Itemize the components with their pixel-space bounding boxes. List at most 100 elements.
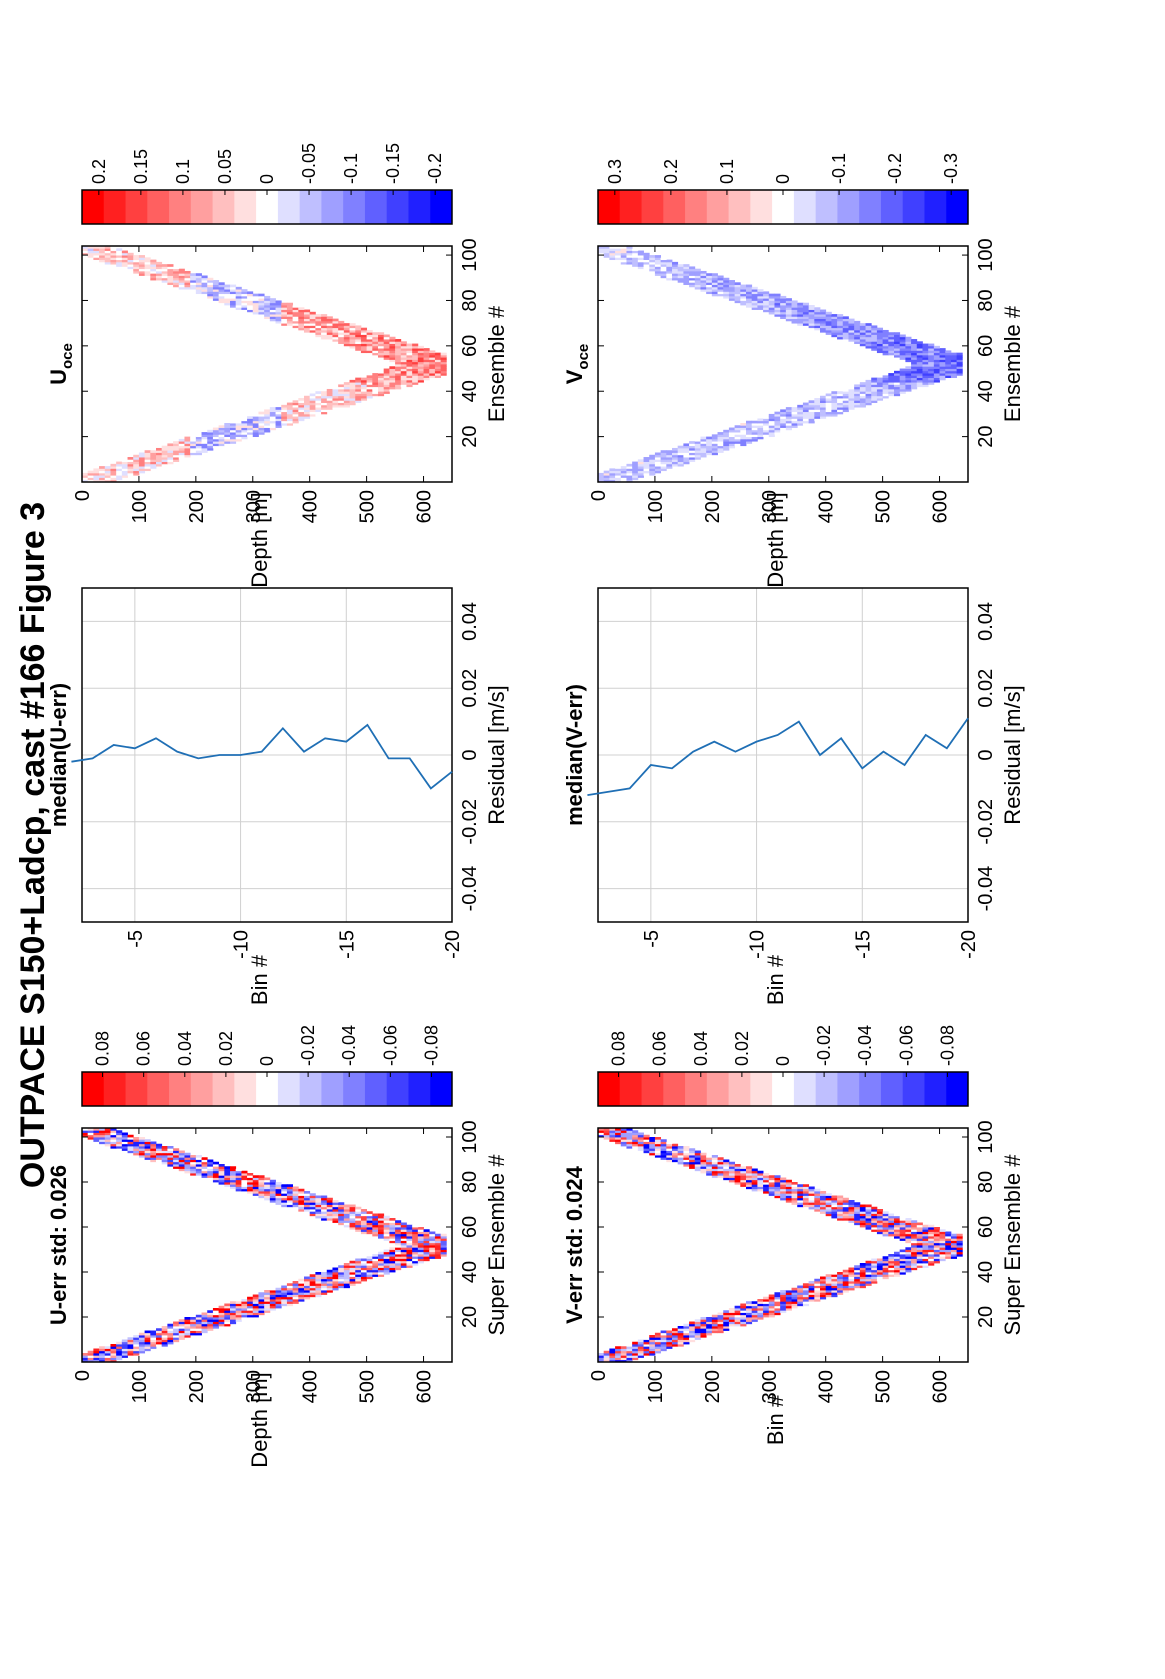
heatmap-cell (281, 1299, 288, 1302)
heatmap-cell (837, 407, 844, 410)
heatmap-cell (400, 1247, 407, 1250)
heatmap-cell (315, 329, 322, 333)
heatmap-cell (780, 413, 787, 417)
heatmap-cell (939, 370, 946, 374)
heatmap-cell (842, 1274, 849, 1277)
heatmap-cell (933, 1249, 940, 1253)
heatmap-cell (871, 329, 878, 333)
heatmap-cell (235, 1319, 242, 1322)
heatmap-cell (683, 1326, 690, 1329)
heatmap-cell (212, 429, 220, 433)
heatmap-cell (332, 402, 339, 406)
heatmap-cell (161, 1148, 168, 1151)
heatmap-cell (842, 318, 849, 322)
heatmap-cell (412, 361, 419, 365)
heatmap-cell (395, 384, 402, 388)
x-tick-label: -0.02 (459, 799, 481, 845)
heatmap-cell (632, 466, 639, 469)
heatmap-cell (378, 377, 385, 381)
heatmap-cell (309, 311, 316, 315)
heatmap-cell (298, 1292, 305, 1295)
heatmap-cell (378, 370, 385, 374)
heatmap-cell (928, 1254, 935, 1257)
heatmap-cell (871, 1267, 878, 1271)
heatmap-cell (195, 293, 202, 297)
heatmap-cell (939, 1247, 946, 1250)
colorbar-tick-label: -0.2 (885, 153, 905, 184)
heatmap-cell (928, 1231, 935, 1235)
heatmap-cell (138, 452, 146, 456)
heatmap-cell (711, 447, 718, 451)
heatmap-cell (389, 1222, 396, 1226)
colorbar-swatch (772, 190, 795, 224)
heatmap-cell (751, 432, 758, 435)
heatmap-cell (87, 472, 94, 476)
heatmap-cell (865, 1211, 872, 1214)
heatmap-cell (321, 411, 328, 415)
heatmap-cell (258, 418, 265, 422)
heatmap-cell (814, 1197, 821, 1201)
heatmap-cell (871, 1206, 878, 1210)
heatmap-cell (723, 429, 730, 433)
heatmap-cell (304, 407, 311, 410)
heatmap-cell (241, 436, 248, 440)
heatmap-cell (161, 1335, 168, 1338)
heatmap-cell (349, 323, 356, 326)
heatmap-cell (632, 1357, 639, 1361)
heatmap-cell (746, 1182, 753, 1185)
heatmap-cell (950, 1256, 958, 1259)
heatmap-cell (768, 1294, 775, 1298)
heatmap-cell (127, 1353, 134, 1356)
heatmap-cell (899, 386, 906, 390)
heatmap-cell (212, 434, 220, 438)
heatmap-cell (87, 1134, 94, 1138)
heatmap-cell (116, 1134, 123, 1138)
heatmap-cell (768, 434, 775, 438)
heatmap-cell (173, 1150, 180, 1154)
heatmap-cell (808, 409, 815, 413)
heatmap-cell (366, 1227, 373, 1230)
heatmap-cell (309, 1202, 316, 1205)
heatmap-cell (349, 336, 356, 340)
heatmap-cell (304, 398, 311, 401)
x-tick-label: 80 (459, 289, 481, 311)
heatmap-cell (831, 320, 838, 324)
y-tick-label: 400 (300, 1370, 322, 1403)
heatmap-cell (683, 264, 690, 267)
heatmap-cell (876, 327, 884, 331)
heatmap-cell (706, 1332, 713, 1336)
heatmap-cell (837, 1274, 844, 1277)
heatmap-cell (689, 443, 696, 447)
heatmap-cell (837, 329, 844, 333)
heatmap-cell (700, 452, 707, 456)
y-tick-label: -5 (125, 930, 147, 948)
heatmap-cell (326, 320, 333, 324)
heatmap-cell (871, 334, 878, 338)
heatmap-cell (660, 452, 667, 456)
heatmap-cell (355, 1229, 362, 1232)
heatmap-cell (933, 1236, 940, 1239)
heatmap-cell (269, 1294, 276, 1298)
heatmap-cell (660, 1330, 667, 1334)
heatmap-cell (434, 366, 442, 369)
heatmap-cell (366, 1258, 373, 1262)
heatmap-cell (269, 1193, 276, 1196)
heatmap-cell (780, 1292, 787, 1295)
heatmap-cell (740, 1321, 747, 1325)
heatmap-cell (956, 366, 963, 369)
heatmap-cell (609, 1134, 616, 1138)
heatmap-cell (252, 1186, 259, 1190)
heatmap-cell (269, 407, 276, 410)
heatmap-cell (133, 255, 140, 258)
heatmap-cell (626, 468, 633, 472)
heatmap-cell (848, 334, 855, 338)
heatmap-cell (654, 1148, 662, 1151)
heatmap-cell (928, 1247, 935, 1250)
heatmap-cell (672, 459, 679, 462)
colorbar-swatch (880, 1072, 904, 1106)
heatmap-cell (814, 1200, 821, 1203)
heatmap-cell (894, 1213, 901, 1217)
heatmap-cell (928, 345, 935, 349)
heatmap-cell (865, 332, 872, 335)
heatmap-cell (275, 413, 282, 417)
